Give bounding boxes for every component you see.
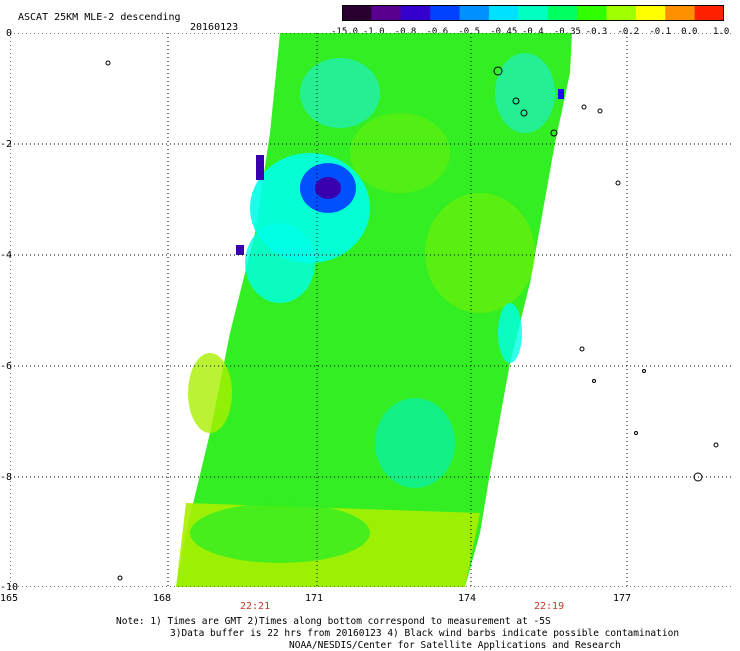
lat-lon-grid bbox=[10, 33, 732, 587]
colorbar-swatch bbox=[488, 5, 519, 21]
note-line-2: 3)Data buffer is 22 hrs from 20160123 4)… bbox=[170, 628, 680, 639]
colorbar-swatch bbox=[547, 5, 578, 21]
note-line-3: NOAA/NESDIS/Center for Satellite Applica… bbox=[289, 640, 621, 651]
lat-tick-label: -6 bbox=[0, 361, 13, 372]
colorbar-tick-label: -15.0 bbox=[331, 27, 359, 37]
lat-tick-label: 0 bbox=[6, 28, 13, 39]
colorbar-swatch bbox=[342, 5, 372, 21]
lat-tick-label: -4 bbox=[0, 250, 13, 261]
colorbar-swatch bbox=[371, 5, 402, 21]
colorbar-tick-label: -0.6 bbox=[426, 27, 449, 37]
colorbar-tick-label: -0.8 bbox=[394, 27, 417, 37]
colorbar-swatch bbox=[606, 5, 637, 21]
note-line-1: Note: 1) Times are GMT 2)Times along bot… bbox=[116, 616, 551, 627]
lon-tick-label: 177 bbox=[613, 593, 632, 604]
time-label-left: 22:21 bbox=[240, 601, 271, 612]
colorbar-tick-label: -0.45 bbox=[490, 27, 518, 37]
colorbar-swatch bbox=[577, 5, 607, 21]
lon-tick-label: 168 bbox=[153, 593, 172, 604]
map-frame bbox=[10, 33, 732, 587]
colorbar-tick-label: -0.1 bbox=[649, 27, 672, 37]
colorbar-tick-label: -0.4 bbox=[522, 27, 544, 37]
colorbar-swatch bbox=[459, 5, 490, 21]
map-title: ASCAT 25KM MLE-2 descending bbox=[18, 12, 181, 23]
colorbar-tick-label: -0.35 bbox=[553, 27, 581, 37]
map-date: 20160123 bbox=[190, 22, 239, 33]
lat-tick-label: -10 bbox=[0, 582, 19, 593]
colorbar-swatch bbox=[518, 5, 549, 21]
colorbar-swatch bbox=[665, 5, 696, 21]
colorbar-tick-label: -0.3 bbox=[585, 27, 608, 37]
colorbar-swatch bbox=[694, 5, 724, 21]
colorbar-tick-label: -1.0 bbox=[362, 27, 385, 37]
time-label-right: 22:19 bbox=[534, 601, 565, 612]
colorbar bbox=[342, 5, 724, 21]
lon-tick-label: 165 bbox=[0, 593, 19, 604]
colorbar-swatch bbox=[400, 5, 431, 21]
lat-tick-label: -2 bbox=[0, 139, 13, 150]
colorbar-swatch bbox=[635, 5, 666, 21]
colorbar-tick-label: -0.5 bbox=[458, 27, 481, 37]
scatterometer-swath bbox=[176, 33, 572, 587]
lat-tick-label: -8 bbox=[0, 472, 13, 483]
colorbar-tick-label: 1.0 bbox=[713, 27, 730, 37]
island-outlines bbox=[105, 60, 719, 581]
lon-tick-label: 174 bbox=[458, 593, 477, 604]
lon-tick-label: 171 bbox=[305, 593, 324, 604]
colorbar-swatch bbox=[430, 5, 461, 21]
colorbar-tick-label: -0.2 bbox=[617, 27, 640, 37]
colorbar-tick-label: 0.0 bbox=[681, 27, 698, 37]
